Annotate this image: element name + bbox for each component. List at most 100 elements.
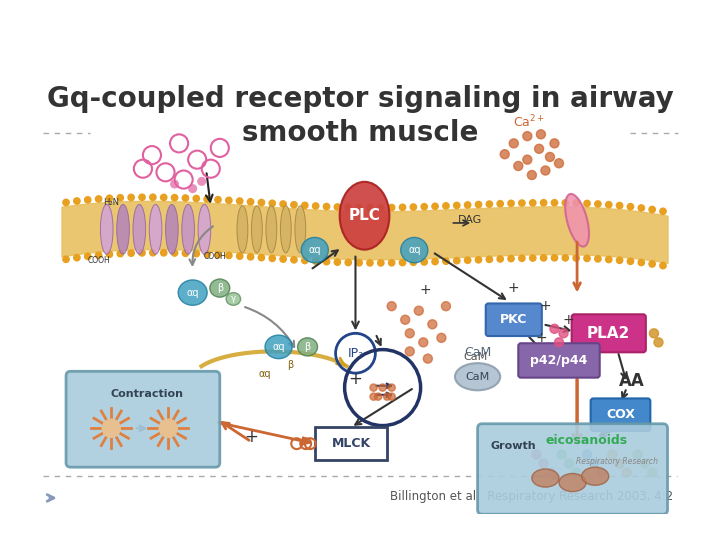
Text: DAG: DAG — [458, 215, 482, 225]
Circle shape — [102, 419, 120, 437]
Circle shape — [379, 384, 386, 391]
Circle shape — [554, 338, 564, 347]
Circle shape — [622, 468, 631, 477]
Text: αq: αq — [272, 342, 285, 352]
Circle shape — [432, 259, 438, 265]
Text: β: β — [287, 360, 294, 370]
FancyBboxPatch shape — [486, 303, 542, 336]
Circle shape — [388, 384, 395, 391]
Circle shape — [323, 204, 330, 210]
Circle shape — [269, 200, 276, 206]
Circle shape — [280, 201, 287, 207]
Circle shape — [161, 194, 167, 200]
Circle shape — [582, 450, 592, 459]
Ellipse shape — [582, 467, 608, 485]
Text: β: β — [217, 283, 223, 293]
Circle shape — [107, 195, 112, 201]
Circle shape — [410, 204, 417, 210]
Circle shape — [280, 256, 287, 262]
Circle shape — [248, 199, 253, 205]
Circle shape — [509, 139, 518, 148]
Circle shape — [414, 306, 423, 315]
Circle shape — [530, 255, 536, 261]
Circle shape — [73, 198, 80, 204]
Circle shape — [193, 251, 199, 257]
Ellipse shape — [251, 206, 262, 253]
Circle shape — [559, 329, 568, 338]
Circle shape — [387, 302, 396, 310]
Text: αq: αq — [309, 245, 321, 255]
Text: +: + — [245, 428, 258, 446]
Text: αq: αq — [258, 369, 271, 379]
Circle shape — [615, 459, 624, 468]
Circle shape — [159, 419, 177, 437]
Ellipse shape — [149, 205, 162, 254]
Circle shape — [633, 450, 642, 459]
Circle shape — [475, 201, 482, 208]
FancyBboxPatch shape — [477, 424, 667, 514]
Circle shape — [584, 255, 590, 261]
Circle shape — [518, 200, 525, 206]
Text: H₂N: H₂N — [103, 198, 120, 207]
Circle shape — [182, 195, 189, 201]
Circle shape — [437, 333, 446, 342]
Circle shape — [150, 194, 156, 200]
Circle shape — [117, 194, 123, 201]
Circle shape — [63, 199, 69, 206]
Circle shape — [374, 393, 382, 400]
Text: Billington et al.  Respiratory Research 2003, 4:2: Billington et al. Respiratory Research 2… — [390, 490, 673, 503]
Circle shape — [557, 450, 566, 459]
Text: γ: γ — [231, 294, 236, 303]
Circle shape — [248, 254, 253, 260]
Circle shape — [377, 260, 384, 266]
Text: +: + — [419, 283, 431, 297]
Circle shape — [660, 208, 666, 214]
Circle shape — [441, 302, 451, 310]
Circle shape — [486, 201, 492, 207]
Circle shape — [454, 258, 460, 264]
Circle shape — [171, 250, 178, 256]
Circle shape — [564, 459, 573, 468]
Circle shape — [117, 251, 123, 257]
Circle shape — [401, 315, 410, 325]
Ellipse shape — [226, 293, 240, 305]
Text: COX: COX — [606, 408, 635, 421]
Circle shape — [400, 204, 405, 211]
Circle shape — [215, 197, 221, 203]
Circle shape — [204, 251, 210, 258]
Ellipse shape — [340, 182, 390, 249]
Circle shape — [225, 197, 232, 204]
Circle shape — [523, 155, 532, 164]
Ellipse shape — [178, 280, 207, 305]
Circle shape — [573, 200, 580, 206]
Circle shape — [432, 203, 438, 210]
Text: +: + — [539, 299, 552, 313]
Text: β: β — [305, 342, 310, 352]
Ellipse shape — [100, 205, 113, 254]
Circle shape — [550, 325, 559, 333]
Circle shape — [377, 205, 384, 211]
Circle shape — [500, 150, 509, 159]
Circle shape — [514, 161, 523, 171]
Circle shape — [345, 204, 351, 211]
Circle shape — [96, 196, 102, 202]
Ellipse shape — [237, 206, 248, 253]
Circle shape — [649, 329, 659, 338]
Circle shape — [370, 393, 377, 400]
Circle shape — [527, 171, 536, 179]
Circle shape — [334, 204, 341, 210]
Circle shape — [573, 255, 580, 261]
Circle shape — [356, 260, 362, 266]
Text: IP₃: IP₃ — [348, 347, 364, 360]
Circle shape — [345, 259, 351, 266]
Text: CaM: CaM — [465, 372, 490, 382]
Circle shape — [384, 393, 391, 400]
Circle shape — [356, 205, 362, 211]
Text: COOH: COOH — [88, 256, 111, 265]
Circle shape — [204, 196, 210, 202]
Circle shape — [225, 252, 232, 259]
Circle shape — [302, 258, 308, 264]
Text: Respiratory Research: Respiratory Research — [577, 457, 659, 467]
Circle shape — [486, 256, 492, 262]
Circle shape — [508, 200, 514, 206]
